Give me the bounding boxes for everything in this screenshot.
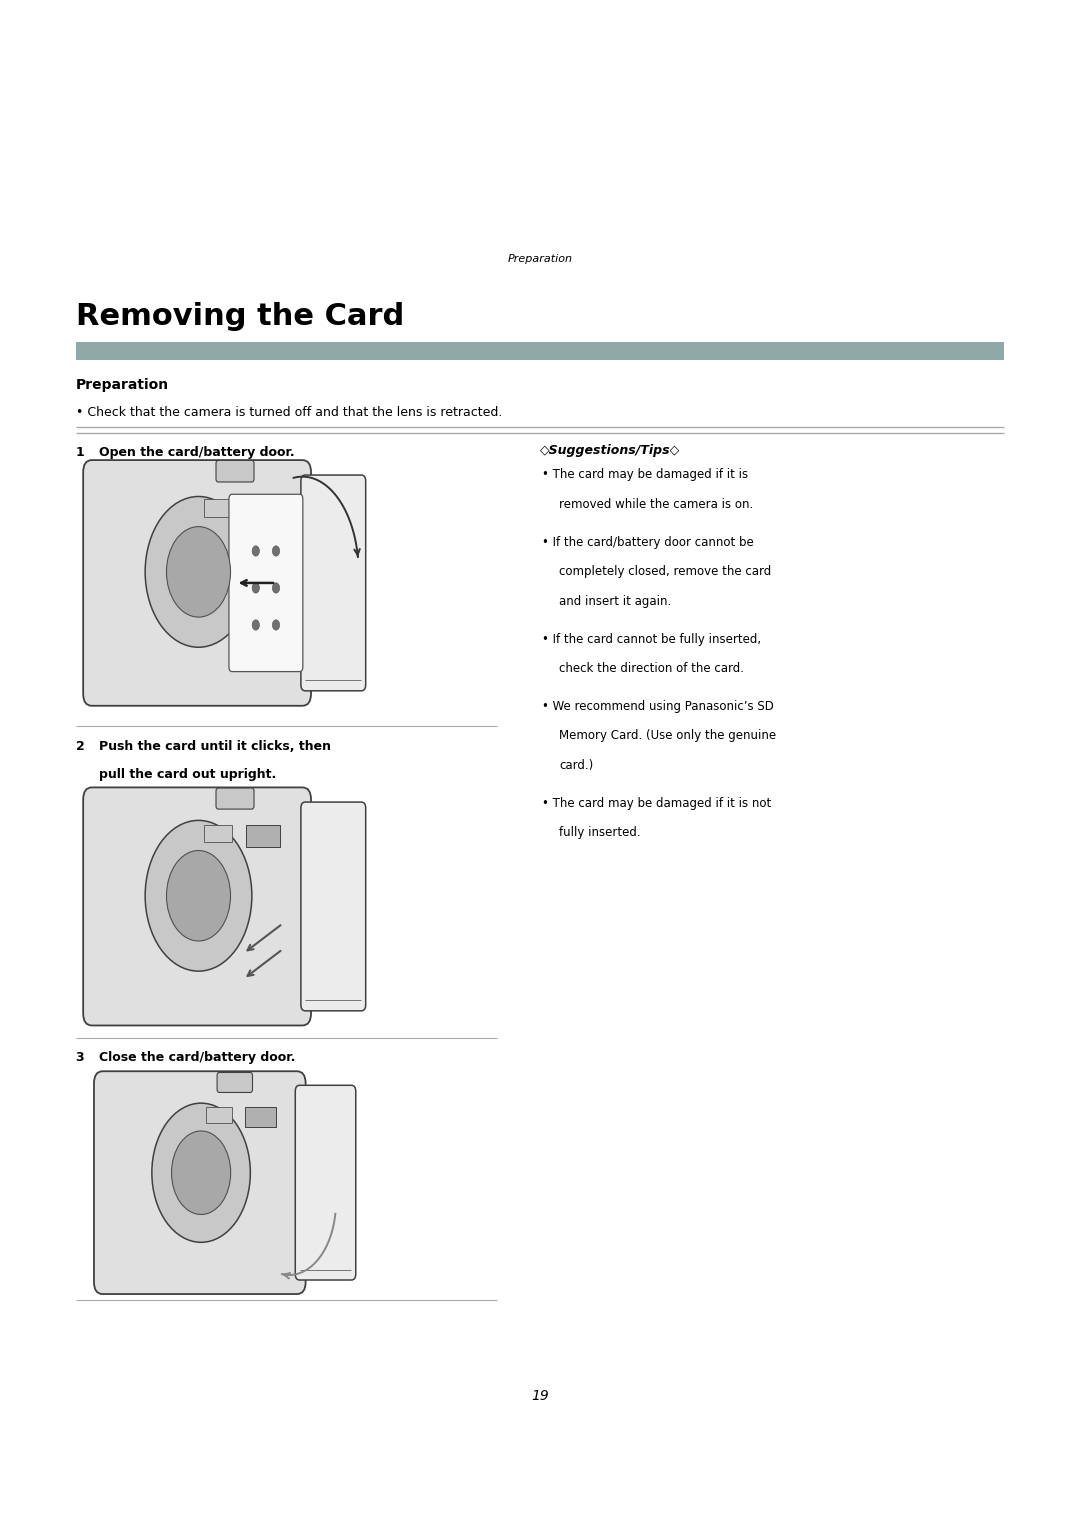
FancyBboxPatch shape bbox=[295, 1085, 355, 1280]
Circle shape bbox=[272, 583, 280, 594]
FancyBboxPatch shape bbox=[217, 1073, 253, 1093]
Bar bbox=[76, 342, 1004, 360]
Text: Preparation: Preparation bbox=[508, 253, 572, 264]
Text: • Check that the camera is turned off and that the lens is retracted.: • Check that the camera is turned off an… bbox=[76, 406, 502, 420]
FancyBboxPatch shape bbox=[83, 461, 311, 705]
Text: • The card may be damaged if it is: • The card may be damaged if it is bbox=[542, 468, 748, 482]
Circle shape bbox=[166, 850, 230, 942]
Text: • We recommend using Panasonic’s SD: • We recommend using Panasonic’s SD bbox=[542, 699, 774, 713]
FancyBboxPatch shape bbox=[301, 475, 366, 691]
Text: fully inserted.: fully inserted. bbox=[559, 826, 642, 839]
Text: Close the card/battery door.: Close the card/battery door. bbox=[99, 1051, 296, 1065]
Text: check the direction of the card.: check the direction of the card. bbox=[559, 662, 744, 676]
FancyBboxPatch shape bbox=[83, 787, 311, 1025]
Bar bbox=[246, 826, 280, 847]
Text: removed while the camera is on.: removed while the camera is on. bbox=[559, 497, 754, 511]
Text: Preparation: Preparation bbox=[76, 378, 168, 392]
Text: and insert it again.: and insert it again. bbox=[559, 595, 672, 609]
Text: Removing the Card: Removing the Card bbox=[76, 302, 404, 331]
Bar bbox=[204, 499, 232, 516]
Text: • If the card cannot be fully inserted,: • If the card cannot be fully inserted, bbox=[542, 632, 761, 645]
Circle shape bbox=[172, 1131, 231, 1215]
FancyBboxPatch shape bbox=[229, 494, 302, 671]
Text: • If the card/battery door cannot be: • If the card/battery door cannot be bbox=[542, 536, 754, 549]
FancyBboxPatch shape bbox=[216, 787, 254, 809]
Text: card.): card.) bbox=[559, 758, 594, 772]
Text: ◇Suggestions/Tips◇: ◇Suggestions/Tips◇ bbox=[540, 444, 680, 458]
Text: Memory Card. (Use only the genuine: Memory Card. (Use only the genuine bbox=[559, 729, 777, 743]
Circle shape bbox=[272, 546, 280, 555]
Bar bbox=[206, 1108, 232, 1123]
Bar bbox=[245, 1108, 276, 1128]
Circle shape bbox=[252, 546, 259, 555]
Circle shape bbox=[252, 583, 259, 594]
Text: 3: 3 bbox=[76, 1051, 84, 1065]
Text: 1: 1 bbox=[76, 446, 84, 459]
Text: Push the card until it clicks, then: Push the card until it clicks, then bbox=[99, 740, 332, 754]
Text: completely closed, remove the card: completely closed, remove the card bbox=[559, 565, 772, 578]
Text: 19: 19 bbox=[531, 1389, 549, 1402]
Circle shape bbox=[272, 620, 280, 630]
Text: pull the card out upright.: pull the card out upright. bbox=[99, 768, 276, 781]
Text: • The card may be damaged if it is not: • The card may be damaged if it is not bbox=[542, 797, 771, 810]
Bar bbox=[246, 499, 280, 520]
Text: Open the card/battery door.: Open the card/battery door. bbox=[99, 446, 295, 459]
Circle shape bbox=[152, 1103, 251, 1242]
Circle shape bbox=[252, 620, 259, 630]
Bar bbox=[204, 826, 232, 842]
Text: 2: 2 bbox=[76, 740, 84, 754]
FancyBboxPatch shape bbox=[216, 461, 254, 482]
Circle shape bbox=[145, 496, 252, 647]
Circle shape bbox=[145, 821, 252, 971]
FancyBboxPatch shape bbox=[94, 1071, 306, 1294]
FancyBboxPatch shape bbox=[301, 803, 366, 1010]
Circle shape bbox=[166, 526, 230, 617]
